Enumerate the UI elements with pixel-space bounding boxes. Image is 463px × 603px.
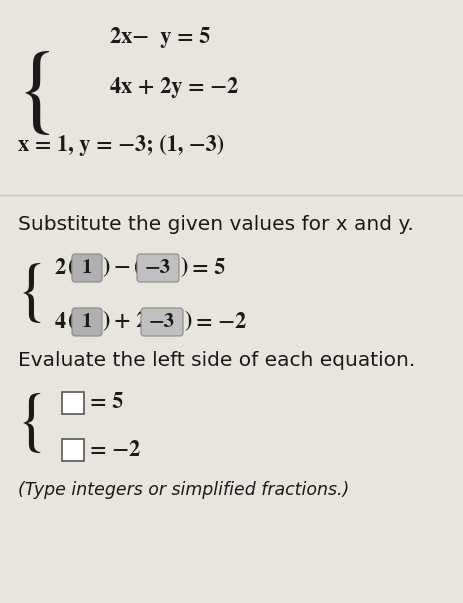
- Text: 4: 4: [55, 312, 66, 332]
- Text: = −2: = −2: [90, 440, 140, 461]
- Text: Substitute the given values for x and y.: Substitute the given values for x and y.: [18, 215, 413, 235]
- Text: 1: 1: [81, 259, 92, 277]
- FancyBboxPatch shape: [141, 308, 182, 336]
- Text: ): ): [184, 312, 191, 332]
- Text: (Type integers or simplified fractions.): (Type integers or simplified fractions.): [18, 481, 349, 499]
- Text: ): ): [102, 312, 109, 332]
- FancyBboxPatch shape: [72, 308, 102, 336]
- Text: 4x + 2y = −2: 4x + 2y = −2: [110, 78, 238, 98]
- Text: + 2(: + 2(: [114, 312, 155, 332]
- Text: (: (: [68, 257, 75, 279]
- FancyBboxPatch shape: [137, 254, 179, 282]
- Text: −3: −3: [144, 259, 171, 277]
- Bar: [62, 439, 84, 461]
- Text: {: {: [15, 264, 49, 326]
- Text: = 5: = 5: [192, 257, 225, 279]
- Text: 1: 1: [81, 313, 92, 331]
- Text: x = 1, y = −3; (1, −3): x = 1, y = −3; (1, −3): [18, 134, 224, 156]
- Text: (: (: [134, 257, 141, 279]
- Text: −3: −3: [149, 313, 175, 331]
- Text: = −2: = −2: [195, 312, 245, 332]
- Text: ): ): [102, 257, 109, 279]
- Text: {: {: [15, 394, 49, 456]
- Text: {: {: [15, 51, 61, 139]
- FancyBboxPatch shape: [72, 254, 102, 282]
- Text: ): ): [180, 257, 187, 279]
- Text: 2x−  y = 5: 2x− y = 5: [110, 28, 210, 48]
- Text: (: (: [68, 312, 75, 332]
- Text: −: −: [114, 257, 131, 279]
- Bar: [62, 392, 84, 414]
- Text: Evaluate the left side of each equation.: Evaluate the left side of each equation.: [18, 350, 414, 370]
- Text: 2: 2: [55, 257, 66, 279]
- Text: = 5: = 5: [90, 393, 123, 414]
